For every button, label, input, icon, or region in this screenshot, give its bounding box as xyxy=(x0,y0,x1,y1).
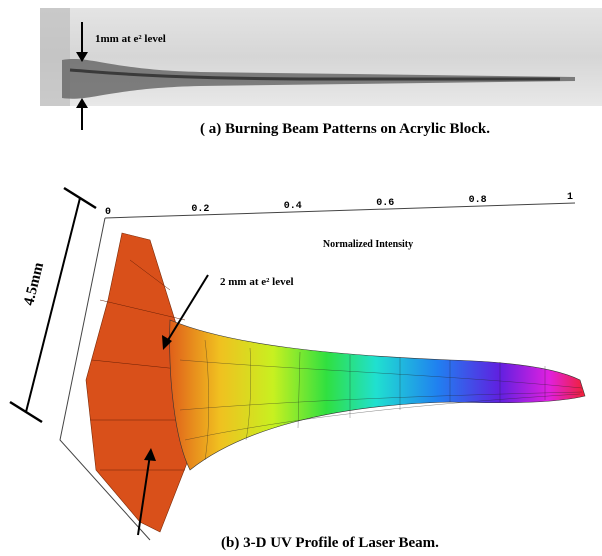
burn-core xyxy=(69,68,560,81)
beam-surface xyxy=(169,319,586,471)
tick-labels: 0 0.2 0.4 0.6 0.8 1 xyxy=(105,192,573,218)
tick-label: 0 xyxy=(105,207,111,218)
plot-panel: 0 0.2 0.4 0.6 0.8 1 Normalized Intensity 4.5m… xyxy=(9,186,586,541)
arrow-head xyxy=(76,52,88,62)
dimension-label: 4.5mm xyxy=(21,260,47,307)
caption: ( a) Burning Beam Patterns on Acrylic Bl… xyxy=(200,121,490,137)
mesh xyxy=(179,339,583,461)
dimension-line xyxy=(25,197,81,413)
surface-base xyxy=(85,232,197,533)
arrow xyxy=(137,454,151,536)
tick-label: 0.6 xyxy=(376,198,394,209)
annotation: 2 mm at e² level xyxy=(220,276,294,288)
tick-label: 0.4 xyxy=(284,201,302,212)
tick-label: 0.2 xyxy=(191,204,209,215)
axis-label: Normalized Intensity xyxy=(323,239,413,250)
dimension-bar xyxy=(9,400,43,424)
tick-label: 1 xyxy=(567,192,573,203)
axis-line xyxy=(104,202,576,219)
photo-panel: 1mm at e² level xyxy=(40,8,602,130)
arrow-head xyxy=(76,98,88,108)
mesh xyxy=(90,259,195,471)
arrow xyxy=(167,274,209,341)
dimension-bar xyxy=(63,186,97,210)
box-edge xyxy=(59,217,151,541)
arrow-head xyxy=(144,448,156,461)
tick-label: 0.8 xyxy=(469,195,487,206)
caption: (b) 3-D UV Profile of Laser Beam. xyxy=(221,535,439,551)
annotation: 1mm at e² level xyxy=(95,33,166,45)
arrow-head xyxy=(162,335,172,350)
